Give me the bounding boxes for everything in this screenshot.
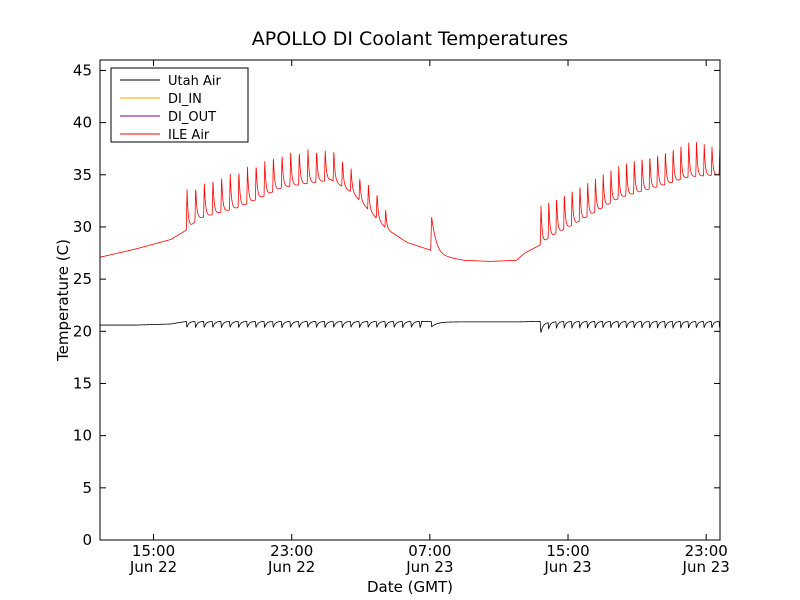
- legend-label-utah-air: Utah Air: [168, 74, 221, 89]
- legend-label-di-in: DI_IN: [168, 92, 202, 107]
- y-tick-label: 10: [73, 427, 92, 445]
- y-tick-label: 35: [73, 166, 92, 184]
- plot-frame: [99, 59, 721, 541]
- x-tick-label: Jun 22: [129, 558, 177, 576]
- x-tick-label: 23:00: [270, 542, 313, 560]
- y-tick-label: 15: [73, 374, 92, 392]
- y-tick-label: 30: [73, 218, 92, 236]
- y-tick-label: 45: [73, 61, 92, 79]
- legend-label-di-out: DI_OUT: [168, 110, 216, 125]
- x-tick-label: Jun 23: [682, 558, 730, 576]
- series-line-utah-air: [100, 321, 720, 333]
- x-tick-label: Jun 23: [543, 558, 591, 576]
- y-tick-label: 25: [73, 270, 92, 288]
- x-tick-label: 23:00: [685, 542, 728, 560]
- x-tick-label: 07:00: [408, 542, 451, 560]
- y-tick-label: 40: [73, 114, 92, 132]
- x-axis-label: Date (GMT): [367, 578, 453, 596]
- series-layer: [100, 142, 720, 333]
- legend: Utah Air DI_IN DI_OUT ILE Air: [110, 67, 249, 143]
- chart-title: APOLLO DI Coolant Temperatures: [252, 28, 568, 50]
- legend-label-ile-air: ILE Air: [168, 128, 210, 143]
- y-tick-label: 20: [73, 322, 92, 340]
- x-tick-label: 15:00: [132, 542, 175, 560]
- series-line-ile-air: [100, 142, 720, 262]
- x-tick-label: 15:00: [546, 542, 589, 560]
- x-tick-label: Jun 22: [267, 558, 315, 576]
- y-tick-label: 5: [82, 479, 92, 497]
- y-axis-label: Temperature (C): [54, 239, 72, 362]
- x-tick-label: Jun 23: [405, 558, 453, 576]
- y-tick-label: 0: [82, 531, 92, 549]
